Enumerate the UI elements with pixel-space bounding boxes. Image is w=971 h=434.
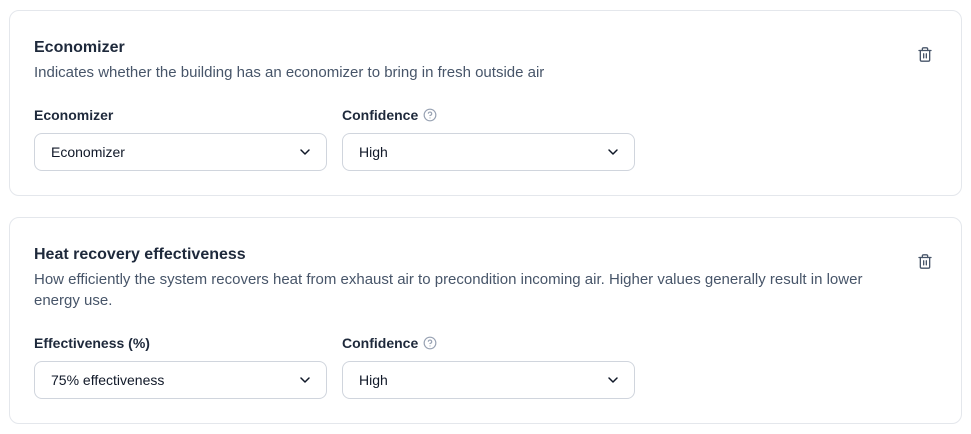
chevron-down-icon (605, 372, 621, 388)
card-description: Indicates whether the building has an ec… (34, 64, 545, 81)
field-label: Confidence (342, 335, 635, 352)
effectiveness-select[interactable]: 75% effectiveness (34, 360, 327, 399)
field-label-text: Confidence (342, 106, 419, 123)
economizer-field: Economizer Economizer (34, 107, 327, 171)
field-label: Economizer (34, 107, 327, 124)
confidence-select[interactable]: High (342, 360, 635, 399)
trash-icon (917, 253, 933, 273)
field-label-text: Economizer (34, 106, 114, 123)
card-header: Heat recovery effectiveness How efficien… (34, 243, 937, 313)
card-header: Economizer Indicates whether the buildin… (34, 36, 937, 84)
card-description: How efficiently the system recovers heat… (34, 270, 863, 310)
field-label: Confidence (342, 107, 635, 124)
chevron-down-icon (297, 144, 313, 160)
card-title: Heat recovery effectiveness (34, 245, 246, 263)
confidence-field: Confidence High (342, 335, 635, 399)
field-card-heat-recovery: Heat recovery effectiveness How efficien… (9, 216, 962, 424)
fields-row: Effectiveness (%) 75% effectiveness Conf… (34, 335, 937, 399)
chevron-down-icon (605, 144, 621, 160)
field-card-economizer: Economizer Indicates whether the buildin… (9, 10, 962, 196)
help-circle-icon[interactable] (423, 336, 437, 350)
select-value: Economizer (51, 143, 125, 160)
card-title: Economizer (34, 39, 125, 56)
confidence-select[interactable]: High (342, 132, 635, 171)
field-label-text: Confidence (342, 335, 419, 352)
chevron-down-icon (297, 372, 313, 388)
field-label: Effectiveness (%) (34, 335, 327, 352)
trash-icon (917, 47, 933, 66)
delete-card-button[interactable] (915, 251, 935, 272)
select-value: High (359, 143, 388, 160)
fields-row: Economizer Economizer Confidence (34, 107, 937, 171)
field-label-text: Effectiveness (%) (34, 335, 150, 352)
effectiveness-field: Effectiveness (%) 75% effectiveness (34, 335, 327, 399)
economizer-select[interactable]: Economizer (34, 132, 327, 171)
card-header-text: Economizer Indicates whether the buildin… (34, 36, 915, 84)
select-value: 75% effectiveness (51, 371, 165, 388)
select-value: High (359, 371, 388, 388)
confidence-field: Confidence High (342, 107, 635, 171)
delete-card-button[interactable] (915, 44, 935, 65)
help-circle-icon[interactable] (423, 108, 437, 122)
card-header-text: Heat recovery effectiveness How efficien… (34, 243, 915, 313)
